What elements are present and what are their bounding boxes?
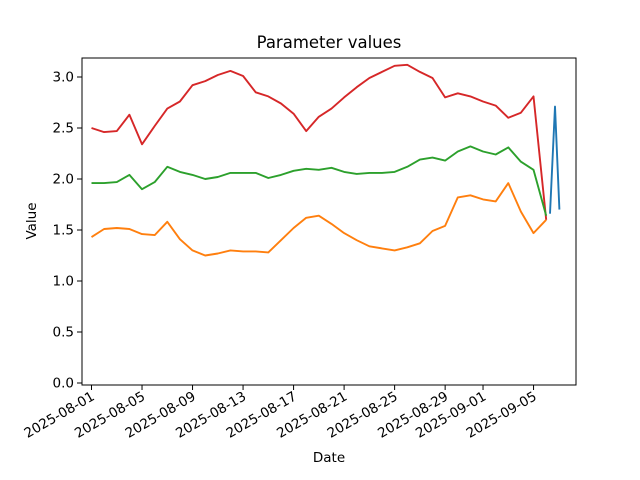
y-axis-label: Value — [24, 202, 40, 239]
blue-line — [549, 105, 561, 214]
y-tick-label: 0.5 — [53, 325, 74, 341]
y-tick-label: 1.0 — [53, 274, 74, 290]
plot-area-border — [81, 57, 577, 386]
y-tick-label: 2.5 — [53, 121, 74, 137]
x-axis-label: Date — [313, 450, 345, 466]
red-line — [91, 63, 548, 220]
series-layer — [90, 63, 561, 257]
y-tick-label: 1.5 — [53, 223, 74, 239]
y-tick-label: 0.0 — [53, 376, 74, 392]
green-line — [91, 145, 548, 216]
orange-line — [90, 182, 547, 257]
y-tick-label: 2.0 — [53, 172, 74, 188]
chart-title: Parameter values — [257, 33, 402, 52]
y-tick-label: 3.0 — [53, 70, 74, 86]
